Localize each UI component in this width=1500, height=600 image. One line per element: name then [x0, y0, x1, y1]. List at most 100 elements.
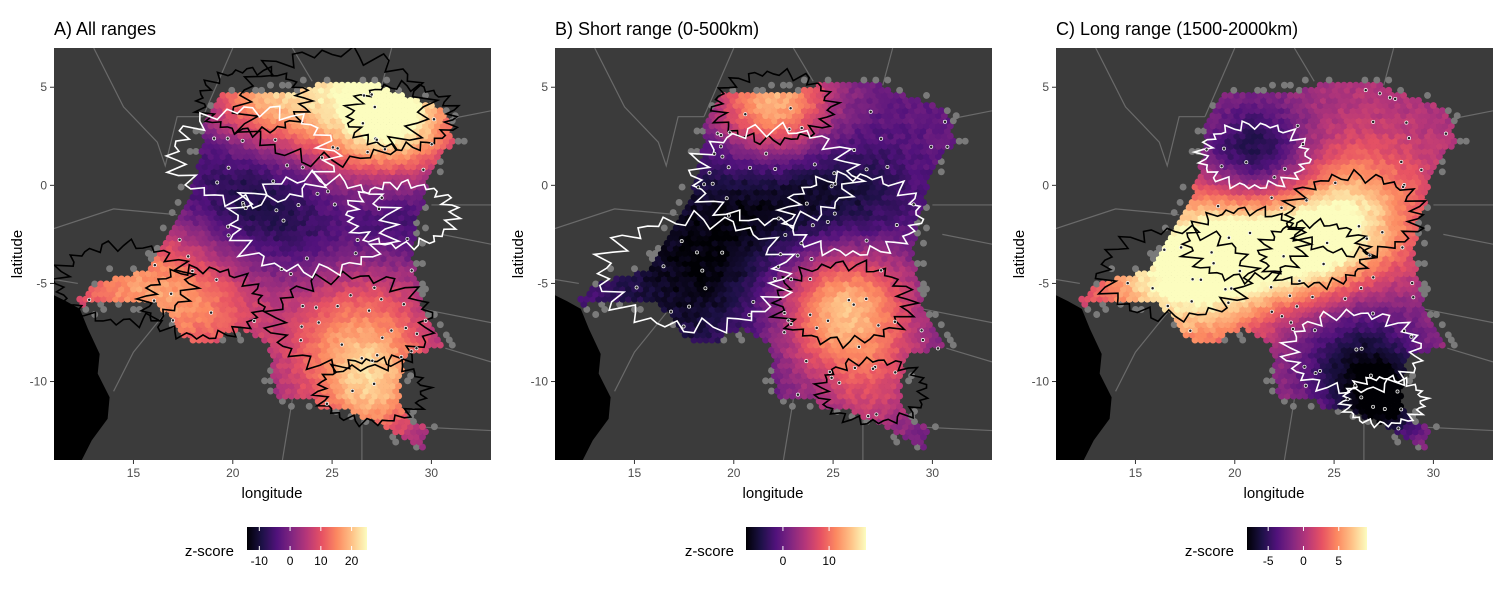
- low-cluster-outline: [1336, 374, 1433, 429]
- high-cluster-outline: [310, 355, 436, 428]
- y-tick-label: 5: [541, 80, 548, 94]
- high-cluster-outline: [341, 79, 461, 152]
- neighbour-border: [445, 347, 491, 363]
- neighbour-border: [946, 347, 992, 363]
- legend-colorbar: [746, 527, 866, 550]
- x-ticks: 15 20 25 30: [127, 460, 439, 480]
- panel-b: B) Short range (0-500km) 15 20 25 30 5 0 -5 -1…: [510, 19, 992, 568]
- y-ticks: 5 0 -5 -10: [30, 80, 54, 389]
- x-ticks: 15 20 25 30: [628, 460, 940, 480]
- neighbour-border: [1115, 312, 1168, 392]
- neighbour-border: [1293, 48, 1315, 82]
- y-ticks: 5 0 -5 -10: [1032, 80, 1056, 389]
- x-tick-label: 30: [425, 466, 439, 480]
- legend-colorbar: [1247, 527, 1367, 550]
- panel-title: A) All ranges: [54, 19, 156, 39]
- low-cluster-outline: [687, 121, 868, 230]
- high-cluster-outline: [261, 270, 437, 374]
- legend-title: z-score: [685, 543, 734, 560]
- high-cluster-outline: [767, 259, 922, 350]
- y-tick-label: -5: [537, 276, 548, 290]
- legend-title: z-score: [185, 543, 234, 560]
- x-tick-label: 30: [926, 466, 940, 480]
- y-axis-label: latitude: [9, 230, 26, 278]
- x-tick-label: 20: [226, 466, 240, 480]
- neighbour-border: [421, 308, 491, 324]
- x-tick-label: 25: [826, 466, 840, 480]
- neighbour-border: [1443, 233, 1493, 245]
- y-axis-label: latitude: [510, 230, 527, 278]
- x-tick-label: 30: [1427, 466, 1441, 480]
- panel-title: B) Short range (0-500km): [555, 19, 759, 39]
- sample-points: [634, 106, 950, 419]
- legend-tick-label: 0: [1300, 554, 1307, 568]
- legend-ticks: -5 0 5: [1263, 527, 1342, 568]
- neighbour-border: [54, 208, 178, 230]
- panel-c: C) Long range (1500-2000km) 15 20 25 30 50-…: [1011, 19, 1493, 568]
- legend-tick-label: 10: [314, 554, 328, 568]
- neighbour-border: [1056, 208, 1180, 230]
- legend-tick-label: 20: [345, 554, 359, 568]
- neighbour-border: [1447, 347, 1493, 363]
- high-cluster-outline: [1280, 168, 1428, 259]
- high-cluster-outline: [1177, 205, 1315, 286]
- low-cluster-outline: [774, 170, 925, 257]
- x-axis-label: longitude: [1244, 485, 1305, 502]
- legend-ticks: 0 10: [780, 527, 836, 568]
- map-area: [54, 48, 491, 460]
- sample-points: [1125, 88, 1448, 431]
- map-area: [555, 48, 992, 460]
- ocean: [54, 295, 110, 460]
- high-cluster-outline: [1256, 217, 1378, 291]
- low-cluster-outline: [591, 209, 797, 334]
- legend: z-score -10 0 10 20: [185, 527, 367, 568]
- high-cluster-outline: [709, 67, 843, 146]
- neighbour-border: [555, 208, 679, 230]
- x-tick-label: 25: [325, 466, 339, 480]
- legend-tick-label: 10: [822, 554, 836, 568]
- neighbour-border: [1056, 278, 1080, 285]
- neighbour-border: [942, 233, 992, 245]
- x-axis-label: longitude: [242, 485, 303, 502]
- legend-tick-label: -5: [1263, 554, 1274, 568]
- neighbour-border: [1423, 308, 1493, 324]
- legend-title: z-score: [1185, 543, 1234, 560]
- low-cluster-outline: [1191, 119, 1313, 190]
- ocean: [555, 295, 611, 460]
- panel-a: A) All ranges 15 20 25 30 5 0 -5 -10 longitude…: [9, 19, 491, 568]
- neighbour-border: [792, 48, 814, 82]
- y-tick-label: -5: [36, 276, 47, 290]
- legend-tick-label: 0: [287, 554, 294, 568]
- ocean: [1056, 295, 1112, 460]
- legend-colorbar: [247, 527, 367, 550]
- y-tick-label: 0: [1042, 178, 1049, 192]
- low-cluster-outline: [1278, 308, 1425, 395]
- neighbour-border: [922, 308, 992, 324]
- legend: z-score 0 10: [685, 527, 866, 568]
- y-tick-label: 5: [1042, 80, 1049, 94]
- y-tick-label: -10: [531, 375, 549, 389]
- high-cluster-outline: [191, 65, 316, 139]
- high-cluster-outline: [811, 356, 930, 426]
- neighbour-border: [555, 278, 579, 285]
- high-cluster-outline: [1094, 223, 1263, 324]
- neighbour-border: [614, 312, 667, 392]
- x-tick-label: 20: [727, 466, 741, 480]
- y-tick-label: -5: [1038, 276, 1049, 290]
- legend: z-score -5 0 5: [1185, 527, 1367, 568]
- neighbour-border: [441, 233, 491, 245]
- x-tick-label: 15: [628, 466, 642, 480]
- low-cluster-outline: [225, 169, 403, 279]
- neighbour-border: [594, 48, 704, 168]
- high-cluster-outline: [231, 48, 441, 169]
- low-cluster-outline: [164, 105, 344, 210]
- y-tick-label: -10: [30, 375, 48, 389]
- x-tick-label: 15: [1129, 466, 1143, 480]
- high-cluster-outline: [133, 263, 267, 341]
- x-tick-label: 25: [1327, 466, 1341, 480]
- y-tick-label: 0: [541, 178, 548, 192]
- legend-tick-label: 5: [1335, 554, 1342, 568]
- y-tick-label: 5: [40, 80, 47, 94]
- y-tick-label: -10: [1032, 375, 1050, 389]
